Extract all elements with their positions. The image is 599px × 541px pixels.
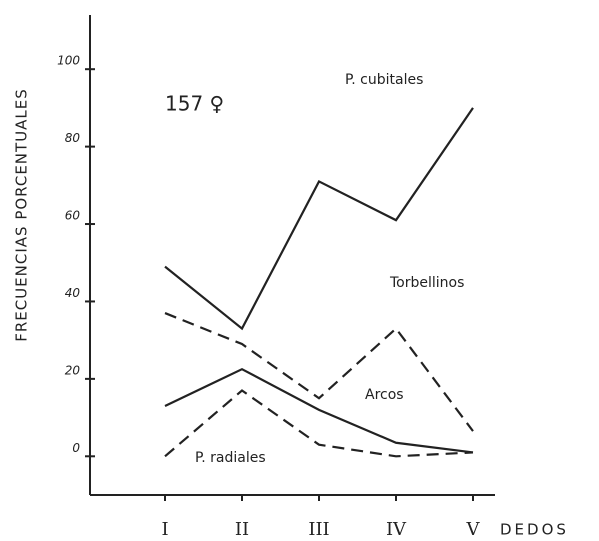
series-label: P. radiales <box>195 450 266 466</box>
y-tick-label: 100 <box>57 54 80 68</box>
series-line <box>164 107 474 331</box>
series-label: Torbellinos <box>389 275 464 291</box>
series-line <box>164 389 474 458</box>
x-axis-label: DEDOS <box>500 521 569 539</box>
y-axis-label: FRECUENCIAS PORCENTUALES <box>13 88 31 342</box>
y-tick-label: 0 <box>72 441 80 455</box>
y-tick-label: 60 <box>65 209 81 223</box>
annotation: 157 ♀ <box>165 92 224 116</box>
x-tick-label: IV <box>386 519 407 540</box>
series-line <box>164 367 474 454</box>
x-tick-label: I <box>161 519 168 540</box>
y-tick-label: 40 <box>65 286 81 300</box>
series-line <box>164 312 474 432</box>
x-tick-label: II <box>235 519 249 540</box>
series-label: Arcos <box>365 387 404 403</box>
series-label: P. cubitales <box>345 72 423 88</box>
y-tick-label: 80 <box>65 131 81 145</box>
x-tick-label: V <box>466 519 481 540</box>
y-tick-label: 20 <box>65 363 81 377</box>
x-tick-label: III <box>308 519 329 540</box>
